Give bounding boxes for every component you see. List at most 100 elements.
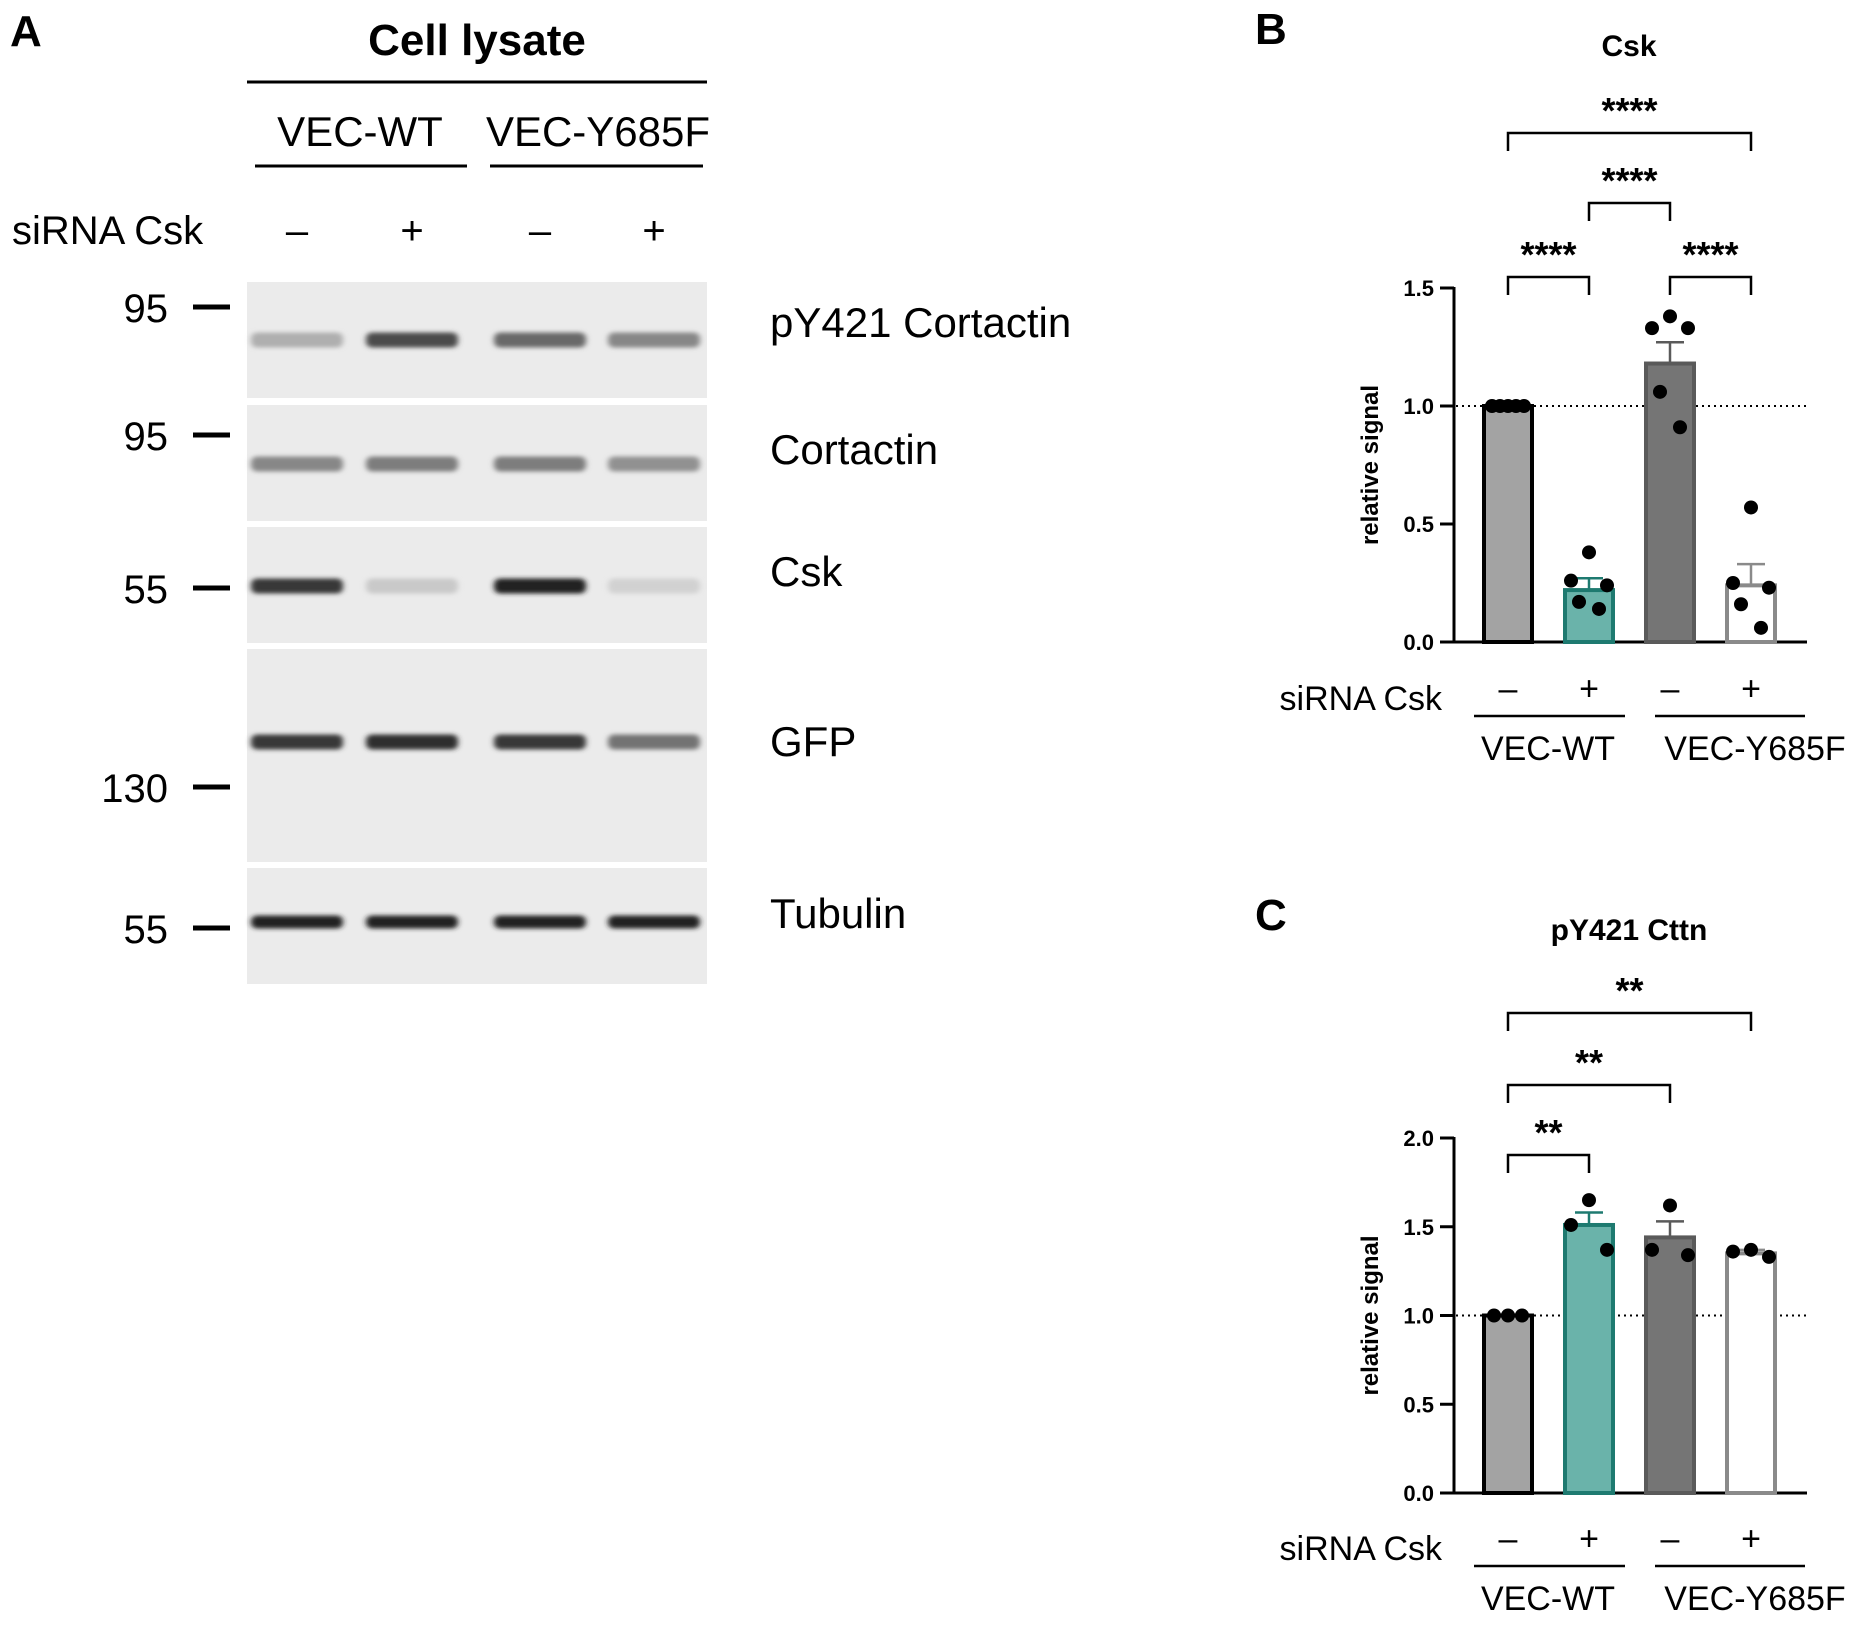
blot-band (251, 456, 343, 472)
blot-band (608, 578, 700, 594)
x-category-label: – (1499, 1520, 1518, 1558)
blot-band (494, 915, 586, 929)
band-group (251, 734, 700, 750)
significance-label: **** (1601, 90, 1657, 131)
mw-marker-label: 95 (124, 287, 169, 331)
blot-band (608, 734, 700, 750)
mw-marker-label: 55 (124, 908, 169, 952)
significance-label: **** (1601, 160, 1657, 201)
significance-bracket (1587, 201, 1672, 221)
blot-band (494, 734, 586, 750)
significance-label: **** (1682, 234, 1738, 275)
blot-band (494, 578, 586, 594)
lane-sign: – (529, 209, 552, 253)
blot-strips: 95 pY421 Cortactin 95 Cortactin 55 Csk 130 GFP 5… (101, 282, 1071, 984)
sirna-csk-label: siRNA Csk (12, 209, 204, 253)
x-category-label: + (1741, 1520, 1761, 1558)
sirna-csk-row-label: siRNA Csk (1280, 680, 1443, 718)
blot-band (366, 456, 458, 472)
data-point (1600, 578, 1614, 593)
blot-band (251, 332, 343, 348)
x-category-label: – (1661, 670, 1680, 708)
data-point (1681, 1248, 1695, 1263)
antibody-label: pY421 Cortactin (770, 299, 1071, 346)
significance-bracket (1506, 1153, 1591, 1173)
y-axis-label: relative signal (1357, 1235, 1384, 1395)
antibody-label: Tubulin (770, 890, 906, 937)
bar (1725, 1251, 1777, 1495)
blot-band (251, 578, 343, 594)
blot-band (494, 456, 586, 472)
lane-sign: + (642, 209, 665, 253)
data-point (1734, 597, 1748, 612)
x-category-label: – (1661, 1520, 1680, 1558)
mw-marker-label: 95 (124, 415, 169, 459)
blot-band (608, 915, 700, 929)
bar (1644, 1235, 1696, 1496)
y-tick-label: 0.5 (1403, 1392, 1434, 1417)
data-point (1600, 1242, 1614, 1257)
bar (1563, 588, 1615, 645)
lane-sign: + (400, 209, 423, 253)
blot-band (608, 332, 700, 348)
x-category-label: + (1579, 670, 1599, 708)
significance-bracket (1506, 1011, 1753, 1031)
blot-band (251, 734, 343, 750)
x-category-label: + (1579, 1520, 1599, 1558)
data-point (1572, 594, 1586, 609)
data-point (1681, 321, 1695, 336)
data-point (1663, 309, 1677, 324)
significance-label: ** (1615, 970, 1643, 1011)
group-label: VEC-WT (1481, 1580, 1615, 1618)
data-point (1762, 580, 1776, 595)
group-label-vec-wt: VEC-WT (277, 108, 443, 155)
significance-bracket (1506, 275, 1591, 295)
antibody-label: Cortactin (770, 426, 938, 473)
group-label: VEC-Y685F (1664, 730, 1845, 768)
band-group (251, 332, 700, 348)
mw-marker-label: 55 (124, 568, 169, 612)
bar (1482, 404, 1534, 644)
blot-band (366, 578, 458, 594)
blot-band (608, 456, 700, 472)
group-label-vec-y685f: VEC-Y685F (486, 108, 710, 155)
x-category-label: + (1741, 670, 1761, 708)
sirna-csk-row-label: siRNA Csk (1280, 1530, 1443, 1568)
y-tick-label: 2.0 (1403, 1126, 1434, 1151)
data-point (1754, 620, 1768, 635)
data-point (1582, 545, 1596, 560)
y-axis-label: relative signal (1357, 385, 1384, 545)
data-point (1673, 420, 1687, 435)
significance-bracket (1506, 1083, 1672, 1103)
bar (1482, 1313, 1534, 1495)
chart-title: Csk (1601, 30, 1656, 63)
blot-band (366, 915, 458, 929)
bar (1725, 583, 1777, 644)
bar (1644, 361, 1696, 644)
y-tick-label: 1.0 (1403, 394, 1434, 419)
blot-strip (247, 649, 707, 862)
data-point (1515, 1308, 1529, 1323)
panel-letter: B (1255, 5, 1287, 54)
blot-band (494, 332, 586, 348)
y-tick-label: 0.0 (1403, 630, 1434, 655)
data-point (1564, 1217, 1578, 1232)
data-point (1487, 1308, 1501, 1323)
significance-label: ** (1575, 1042, 1603, 1083)
y-tick-label: 1.0 (1403, 1304, 1434, 1329)
data-point (1645, 321, 1659, 336)
bar (1563, 1222, 1615, 1495)
band-group (251, 915, 700, 929)
data-point (1582, 1193, 1596, 1208)
y-tick-label: 1.5 (1403, 276, 1434, 301)
data-point (1564, 573, 1578, 588)
y-tick-label: 0.0 (1403, 1481, 1434, 1506)
data-point (1726, 1244, 1740, 1259)
panel-a: A Cell lysate VEC-WT VEC-Y685F siRNA Csk… (10, 7, 1071, 984)
significance-bracket (1668, 275, 1753, 295)
x-category-label: – (1499, 670, 1518, 708)
data-point (1592, 601, 1606, 616)
significance-bracket (1506, 131, 1753, 151)
